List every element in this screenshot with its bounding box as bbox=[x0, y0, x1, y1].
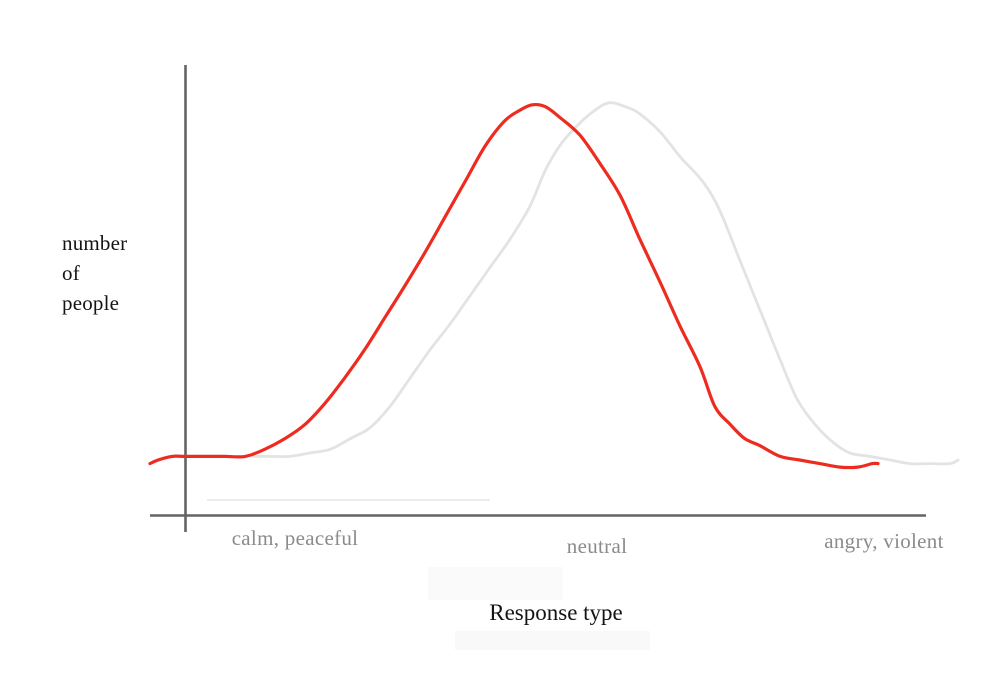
y-axis-label-line-2: of bbox=[62, 261, 80, 285]
gray-curve bbox=[250, 101, 960, 466]
scan-artifact-smudge-neutral bbox=[428, 567, 563, 600]
x-tick-calm-peaceful: calm, peaceful bbox=[231, 526, 359, 550]
x-axis-title: Response type bbox=[489, 600, 623, 625]
y-axis-label-line-3: people bbox=[62, 291, 120, 315]
x-tick-angry-violent: angry, violent bbox=[824, 529, 944, 553]
red-curve bbox=[148, 102, 880, 470]
y-axis-label-line-1: number bbox=[62, 231, 128, 255]
y-axis-label: number of people bbox=[62, 228, 127, 318]
x-tick-neutral: neutral bbox=[566, 534, 628, 558]
scan-artifact-smudge-title bbox=[455, 631, 650, 650]
